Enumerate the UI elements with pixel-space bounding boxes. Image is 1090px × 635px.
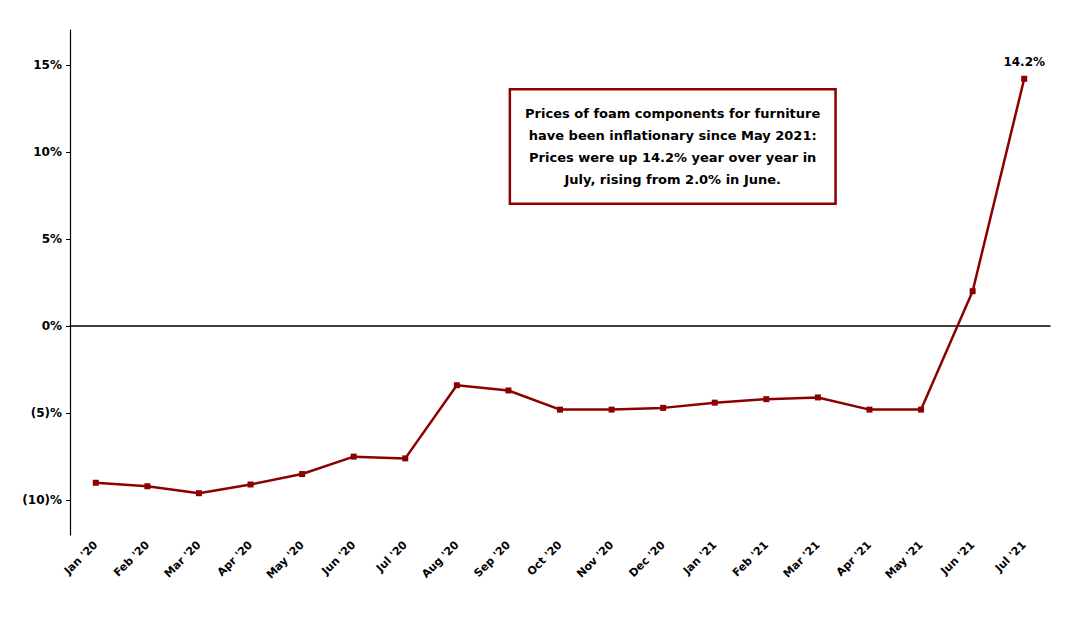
svg-text:Jul '21: Jul '21 xyxy=(992,538,1029,575)
svg-text:Prices were up 14.2% year over: Prices were up 14.2% year over year in xyxy=(529,150,816,165)
svg-text:May '20: May '20 xyxy=(264,538,307,581)
svg-text:14.2%: 14.2% xyxy=(1003,55,1045,69)
svg-text:Jun '20: Jun '20 xyxy=(319,538,359,578)
svg-text:Apr '20: Apr '20 xyxy=(215,538,256,579)
svg-text:May '21: May '21 xyxy=(883,538,926,581)
svg-text:15%: 15% xyxy=(33,58,62,72)
svg-text:have been inflationary since M: have been inflationary since May 2021: xyxy=(529,128,817,143)
svg-text:Jun '21: Jun '21 xyxy=(937,538,977,578)
svg-text:Dec '20: Dec '20 xyxy=(626,538,668,580)
svg-text:Jan '21: Jan '21 xyxy=(680,538,719,577)
svg-text:0%: 0% xyxy=(42,319,62,333)
svg-text:Feb '20: Feb '20 xyxy=(111,538,152,579)
svg-text:Nov '20: Nov '20 xyxy=(574,538,616,580)
svg-text:Jul '20: Jul '20 xyxy=(373,538,410,575)
svg-text:5%: 5% xyxy=(42,232,62,246)
svg-text:Oct '20: Oct '20 xyxy=(525,538,565,578)
svg-text:10%: 10% xyxy=(33,145,62,159)
svg-text:Sep '20: Sep '20 xyxy=(472,538,514,580)
svg-text:Feb '21: Feb '21 xyxy=(730,538,771,579)
svg-text:Aug '20: Aug '20 xyxy=(419,538,461,580)
svg-text:Jan '20: Jan '20 xyxy=(61,538,101,578)
svg-text:(5)%: (5)% xyxy=(31,406,62,420)
svg-text:Mar '20: Mar '20 xyxy=(162,538,204,580)
svg-text:July, rising from 2.0% in June: July, rising from 2.0% in June. xyxy=(563,172,781,187)
svg-text:Apr '21: Apr '21 xyxy=(834,538,874,578)
svg-text:(10)%: (10)% xyxy=(22,493,62,507)
svg-text:Prices of foam components for: Prices of foam components for furniture xyxy=(525,106,820,121)
svg-text:Mar '21: Mar '21 xyxy=(781,538,823,580)
